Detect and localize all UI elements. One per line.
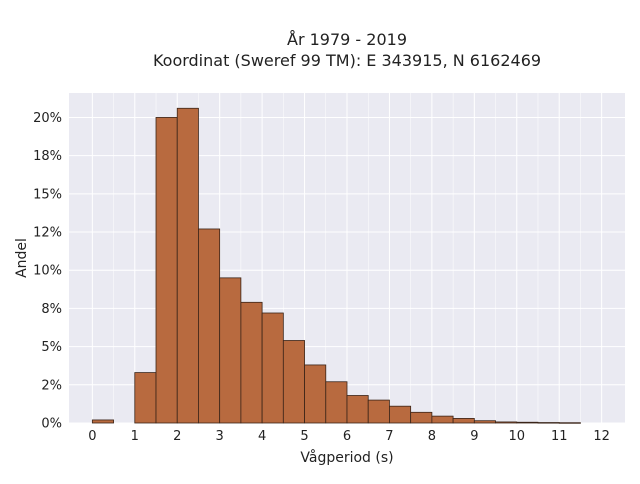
histogram-bar <box>219 277 242 424</box>
histogram-bar <box>558 422 581 424</box>
x-tick-label: 2 <box>173 429 181 444</box>
histogram-bar <box>346 395 369 424</box>
histogram-bar <box>134 372 157 424</box>
y-tick-label: 8% <box>41 302 62 317</box>
x-axis-ticks: 0 1 2 3 4 5 6 7 8 9 10 11 12 <box>88 429 610 444</box>
x-tick-label: 1 <box>131 429 139 444</box>
x-tick-label: 12 <box>593 429 610 444</box>
histogram-bar <box>198 228 221 424</box>
histogram-bar <box>325 381 348 424</box>
y-tick-label: 15% <box>33 187 62 202</box>
histogram-bar <box>389 405 412 424</box>
y-tick-label: 20% <box>33 111 62 126</box>
x-tick-label: 6 <box>343 429 351 444</box>
histogram-bar <box>176 107 199 424</box>
x-tick-label: 10 <box>508 429 525 444</box>
histogram-bar <box>516 421 539 424</box>
y-tick-label: 5% <box>41 340 62 355</box>
y-axis-label: Andel <box>14 238 30 278</box>
histogram-bars <box>91 107 581 424</box>
x-tick-label: 9 <box>470 429 478 444</box>
x-axis-label: Vågperiod (s) <box>300 449 393 466</box>
histogram-bar <box>91 419 114 424</box>
x-tick-label: 7 <box>385 429 393 444</box>
chart-title-line-2: Koordinat (Sweref 99 TM): E 343915, N 61… <box>153 51 541 70</box>
y-tick-label: 2% <box>41 378 62 393</box>
histogram-bar <box>367 399 390 424</box>
histogram-bar <box>452 418 475 424</box>
x-tick-label: 8 <box>428 429 436 444</box>
y-tick-label: 10% <box>33 264 62 279</box>
histogram-bar <box>240 301 263 424</box>
histogram-bar <box>537 422 560 424</box>
x-tick-label: 3 <box>216 429 224 444</box>
x-tick-label: 4 <box>258 429 266 444</box>
y-tick-label: 18% <box>33 149 62 164</box>
y-tick-label: 12% <box>33 226 62 241</box>
histogram-bar <box>282 340 305 424</box>
x-tick-label: 11 <box>551 429 568 444</box>
histogram-bar <box>155 117 178 424</box>
histogram-bar <box>261 312 284 424</box>
histogram-bar <box>473 420 496 424</box>
chart-title-line-1: År 1979 - 2019 <box>287 30 407 49</box>
x-tick-label: 5 <box>300 429 308 444</box>
y-tick-label: 0% <box>41 417 62 432</box>
y-axis-ticks: 0% 2% 5% 8% 10% 12% 15% 18% 20% <box>33 111 62 432</box>
histogram-bar <box>431 415 454 424</box>
x-tick-label: 0 <box>88 429 96 444</box>
histogram-bar <box>410 411 433 424</box>
histogram-bar <box>304 364 327 424</box>
histogram-bar <box>495 421 518 424</box>
